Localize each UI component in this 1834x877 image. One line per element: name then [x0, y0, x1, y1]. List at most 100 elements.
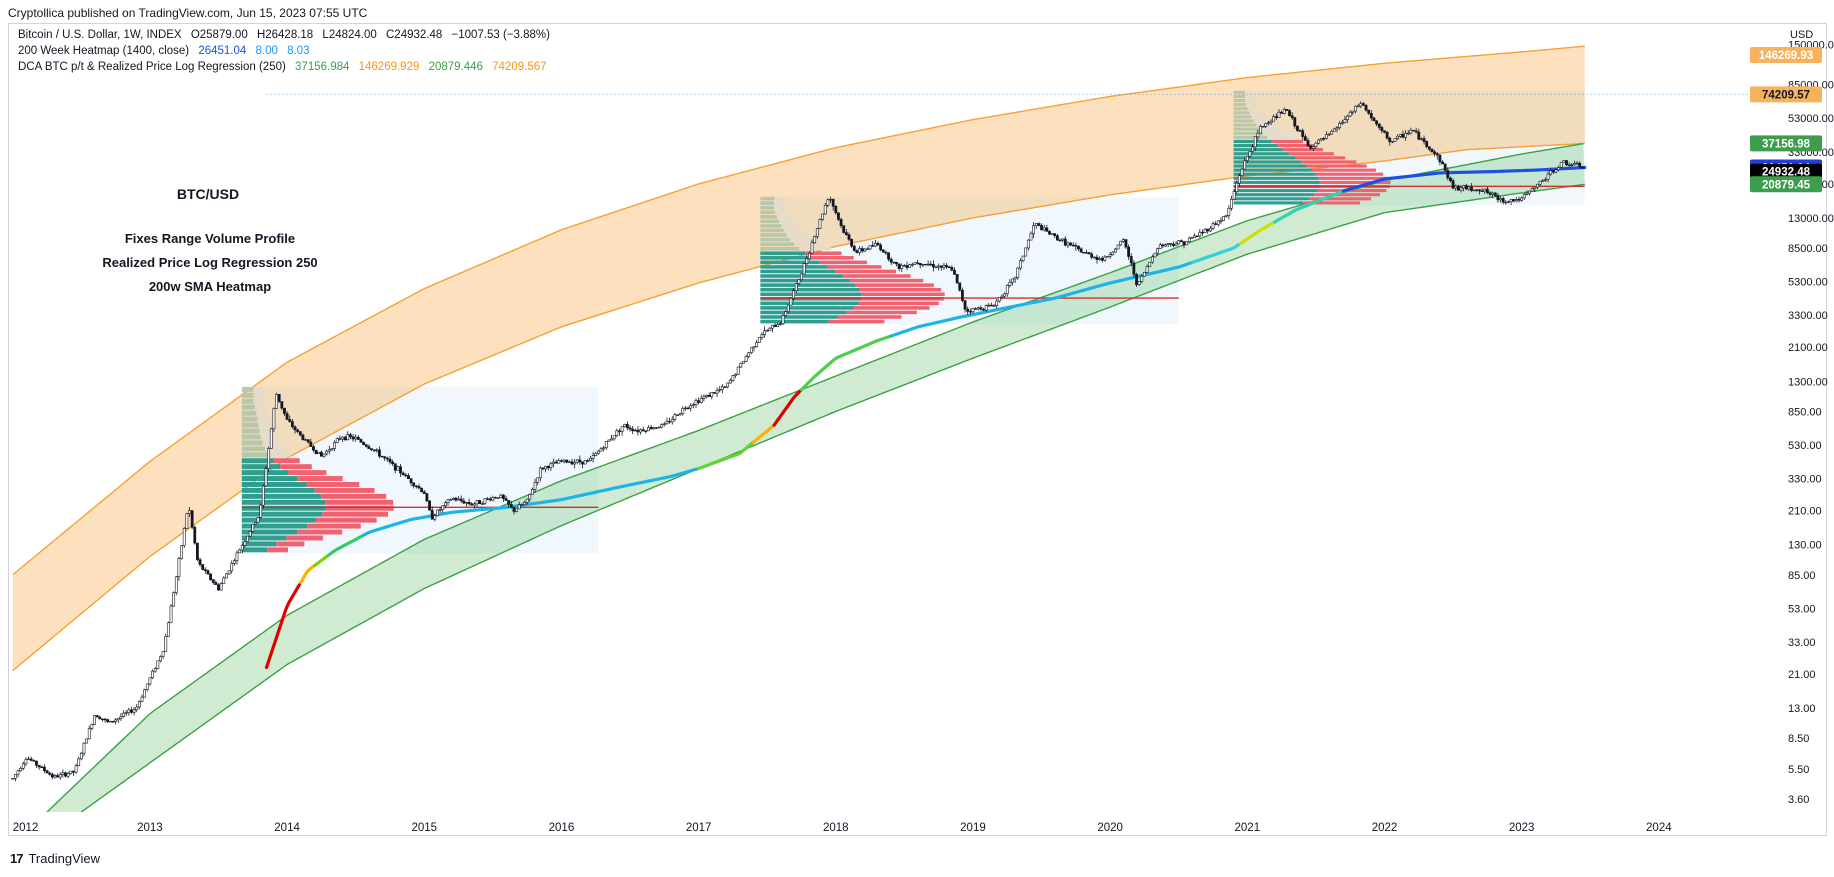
candle-body-558	[1483, 188, 1487, 192]
candle-body-519	[1380, 127, 1384, 131]
candle-body-279	[747, 352, 751, 357]
candle-body-301	[805, 258, 809, 264]
candle-body-214	[575, 459, 579, 463]
volume-bar-down-0-24	[255, 404, 266, 410]
volume-bar-up-2-26	[1233, 94, 1246, 98]
candle-body-274	[734, 373, 737, 376]
candle-body-78	[217, 584, 220, 591]
candle-body-548	[1456, 185, 1460, 191]
volume-bar-down-0-2	[286, 535, 323, 541]
candle-body-278	[744, 356, 748, 362]
volume-bar-up-1-12	[760, 265, 827, 269]
legend-high: H26428.18	[256, 29, 314, 41]
candle-body-25	[77, 758, 81, 766]
volume-bar-up-2-15	[1233, 139, 1272, 144]
volume-bar-down-1-14	[811, 256, 854, 260]
candle-body-14	[48, 772, 52, 775]
candle-body-177	[478, 500, 482, 505]
candle-body-520	[1383, 130, 1386, 133]
candle-body-136	[370, 448, 373, 451]
footer-brand[interactable]: TradingView	[28, 851, 101, 866]
candle-body-364	[971, 308, 975, 313]
sma200w-segment-3	[326, 534, 363, 558]
volume-bar-up-1-16	[760, 246, 800, 251]
candle-body-268	[718, 389, 722, 391]
volume-bar-up-1-27	[760, 196, 775, 201]
candle-body-53	[151, 670, 154, 679]
legend-price: Bitcoin / U.S. Dollar, 1W, INDEX O25879.…	[18, 29, 556, 41]
candle-body-374	[997, 297, 1001, 302]
candle-body-251	[673, 414, 677, 420]
candle-body-161	[436, 509, 439, 517]
volume-bar-up-0-2	[241, 535, 287, 541]
volume-bar-up-1-7	[760, 287, 860, 292]
candle-body-409	[1090, 253, 1094, 258]
y-tick-label-9: 2100.00	[1788, 342, 1828, 354]
sma200w-segment-2	[312, 553, 330, 568]
candle-body-281	[752, 346, 756, 349]
y-tick-label-5: 13000.00	[1788, 213, 1834, 225]
candle-body-361	[963, 300, 967, 310]
candle-body-321	[858, 248, 861, 253]
candle-body-461	[1227, 207, 1231, 216]
volume-bar-down-1-1	[837, 315, 902, 319]
candle-body-482	[1282, 109, 1286, 114]
legend-heatmap-label: 200 Week Heatmap (1400, close)	[18, 45, 190, 57]
candle-body-55	[156, 660, 160, 669]
candle-body-123	[335, 438, 339, 443]
candle-body-264	[707, 395, 711, 397]
candle-body-368	[982, 308, 985, 311]
candle-body-292	[781, 315, 785, 325]
x-tick-label-2023: 2023	[1509, 822, 1535, 834]
candle-body-543	[1443, 163, 1447, 171]
candle-body-87	[240, 545, 244, 551]
candle-body-39	[114, 719, 118, 722]
candle-body-259	[694, 400, 698, 405]
candle-body-234	[628, 427, 632, 430]
candle-body-372	[992, 305, 996, 307]
candle-body-203	[546, 465, 550, 469]
volume-bar-up-2-23	[1233, 107, 1248, 111]
candle-body-148	[401, 472, 405, 476]
candle-body-582	[1546, 173, 1550, 180]
y-tick-label-10: 1300.00	[1788, 376, 1828, 388]
candle-body-414	[1103, 256, 1107, 261]
candle-body-588	[1562, 160, 1566, 163]
volume-bar-down-2-23	[1247, 107, 1260, 111]
candle-body-73	[203, 569, 207, 572]
candle-body-456	[1214, 223, 1218, 225]
candle-body-270	[723, 386, 727, 388]
volume-bar-down-1-12	[826, 265, 882, 269]
volume-bar-down-0-19	[260, 434, 277, 440]
candle-body-443	[1179, 240, 1183, 243]
candle-body-331	[884, 251, 888, 254]
candle-body-467	[1243, 160, 1247, 170]
candle-body-116	[317, 451, 321, 455]
candle-body-369	[984, 305, 988, 311]
volume-bar-up-2-0	[1233, 201, 1304, 205]
volume-bar-up-1-1	[760, 315, 838, 319]
candle-body-61	[172, 592, 176, 607]
volume-bar-up-1-21	[760, 224, 782, 228]
candle-body-545	[1449, 177, 1452, 181]
candle-body-346	[924, 263, 927, 266]
candle-body-258	[691, 404, 695, 406]
candle-body-187	[504, 498, 508, 501]
candle-body-242	[649, 426, 653, 430]
candle-body-561	[1491, 192, 1495, 195]
candle-body-480	[1277, 111, 1281, 118]
legend-regression-v1: 37156.984	[295, 61, 350, 73]
volume-bar-up-0-8	[241, 499, 326, 505]
candle-body-390	[1040, 225, 1043, 231]
candle-body-169	[457, 498, 460, 501]
candle-body-377	[1005, 285, 1009, 295]
volume-bar-down-1-8	[855, 283, 934, 287]
candle-body-59	[166, 622, 170, 637]
candle-body-583	[1549, 170, 1553, 175]
legend-regression: DCA BTC p/t & Realized Price Log Regress…	[18, 61, 553, 73]
candle-body-436	[1161, 244, 1165, 247]
candle-body-208	[560, 460, 563, 462]
candle-body-109	[298, 431, 302, 436]
volume-bar-up-1-14	[760, 256, 812, 260]
